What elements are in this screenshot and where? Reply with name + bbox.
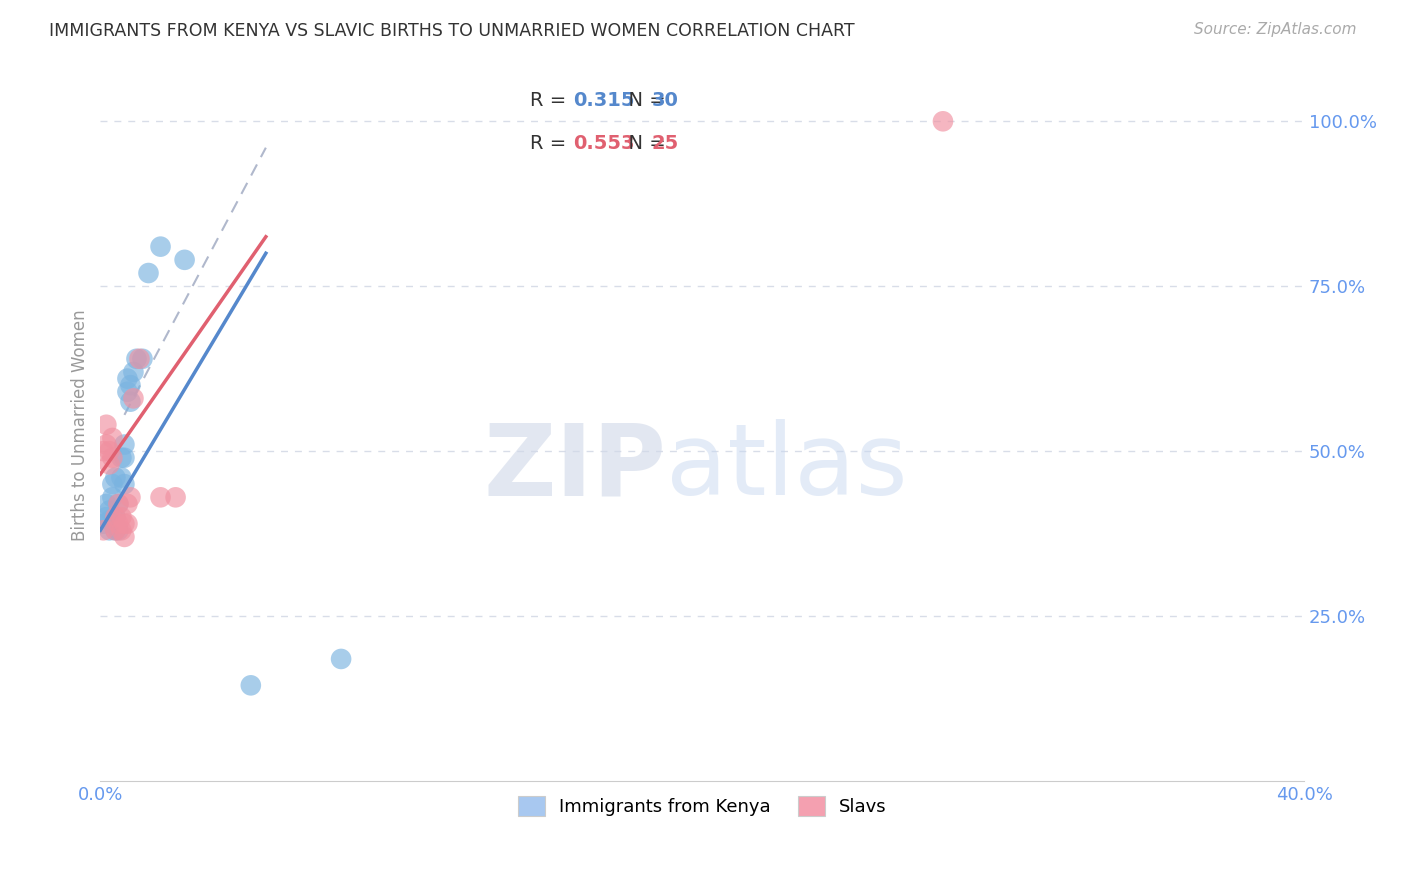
Point <box>98 444 121 458</box>
Point <box>117 497 139 511</box>
Point <box>165 491 187 505</box>
Y-axis label: Births to Unmarried Women: Births to Unmarried Women <box>72 309 89 541</box>
Point <box>120 394 142 409</box>
Point <box>110 470 132 484</box>
Point <box>98 503 121 517</box>
Point <box>120 378 142 392</box>
Text: Source: ZipAtlas.com: Source: ZipAtlas.com <box>1194 22 1357 37</box>
Text: N =: N = <box>616 134 672 153</box>
Point <box>112 437 135 451</box>
Point <box>96 497 118 511</box>
Text: 0.553: 0.553 <box>574 134 636 153</box>
Point <box>149 491 172 505</box>
Point <box>101 477 124 491</box>
Point <box>98 458 121 472</box>
Point <box>110 450 132 465</box>
Point <box>101 491 124 505</box>
Point <box>122 365 145 379</box>
Point <box>96 510 118 524</box>
Point <box>93 524 115 538</box>
Point <box>107 497 129 511</box>
Point <box>101 431 124 445</box>
Text: 25: 25 <box>651 134 679 153</box>
Point <box>112 516 135 531</box>
Point <box>104 524 127 538</box>
Point <box>104 510 127 524</box>
Point <box>104 510 127 524</box>
Text: 30: 30 <box>651 91 679 110</box>
Point <box>117 516 139 531</box>
Text: R =: R = <box>530 91 572 110</box>
Point <box>131 351 153 366</box>
Point <box>128 351 150 366</box>
Point <box>107 524 129 538</box>
Point <box>93 516 115 531</box>
Point <box>330 652 353 666</box>
Point <box>107 516 129 531</box>
Point <box>138 266 160 280</box>
Point <box>101 450 124 465</box>
Point <box>117 384 139 399</box>
Point <box>932 114 955 128</box>
Point <box>107 497 129 511</box>
Point <box>93 444 115 458</box>
Point <box>98 524 121 538</box>
Point <box>96 437 118 451</box>
Text: ZIP: ZIP <box>484 419 666 516</box>
Text: R =: R = <box>530 134 572 153</box>
Point <box>110 510 132 524</box>
Point <box>125 351 148 366</box>
Point <box>104 470 127 484</box>
Point <box>239 678 262 692</box>
Point <box>173 252 195 267</box>
Point <box>112 477 135 491</box>
Point <box>122 392 145 406</box>
Text: N =: N = <box>616 91 672 110</box>
Text: atlas: atlas <box>666 419 908 516</box>
Point <box>110 524 132 538</box>
Point <box>96 417 118 432</box>
Point <box>149 240 172 254</box>
Point <box>112 450 135 465</box>
Text: IMMIGRANTS FROM KENYA VS SLAVIC BIRTHS TO UNMARRIED WOMEN CORRELATION CHART: IMMIGRANTS FROM KENYA VS SLAVIC BIRTHS T… <box>49 22 855 40</box>
Legend: Immigrants from Kenya, Slavs: Immigrants from Kenya, Slavs <box>509 787 896 825</box>
Point <box>112 530 135 544</box>
Point <box>120 491 142 505</box>
Point <box>104 524 127 538</box>
Point <box>98 513 121 527</box>
Text: 0.315: 0.315 <box>574 91 636 110</box>
Point <box>117 371 139 385</box>
